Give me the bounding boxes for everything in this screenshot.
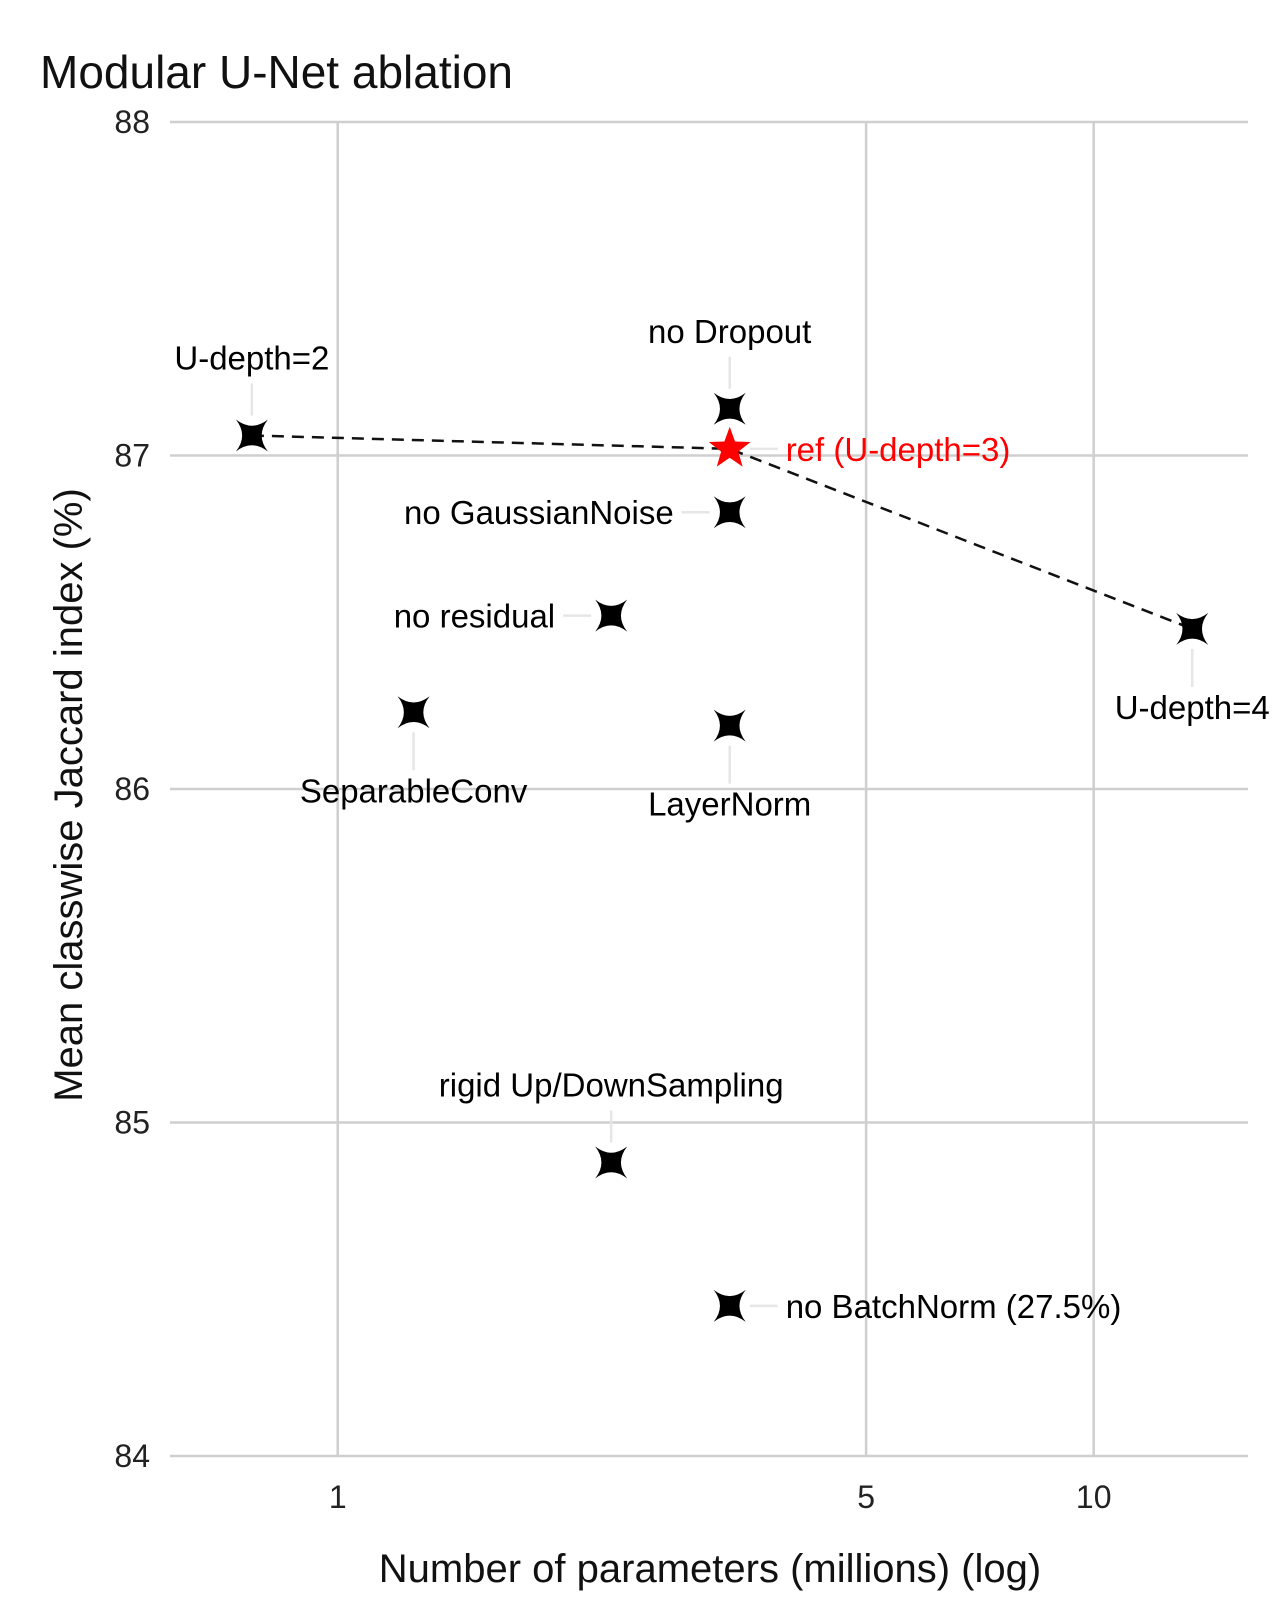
- point-label-no-dropout: no Dropout: [648, 313, 811, 350]
- y-tick-label-86: 86: [114, 771, 150, 807]
- y-axis-label: Mean classwise Jaccard index (%): [47, 488, 91, 1102]
- point-label-no-batchnorm-27-5: no BatchNorm (27.5%): [786, 1288, 1122, 1325]
- y-tick-label-88: 88: [114, 104, 150, 140]
- marker-ref-u-depth-3: [708, 426, 751, 467]
- data-markers: [235, 392, 1209, 1322]
- marker-no-batchnorm-27-5: [713, 1289, 746, 1322]
- y-tick-label-87: 87: [114, 438, 150, 474]
- y-axis-ticks: 84 85 86 87 88: [114, 104, 150, 1474]
- marker-u-depth-2: [235, 419, 268, 452]
- point-labels: U-depth=2 no Dropout ref (U-depth=3) no Gau…: [174, 313, 1269, 1325]
- point-label-ref-u-depth-3: ref (U-depth=3): [786, 431, 1011, 468]
- x-tick-label-10: 10: [1076, 1479, 1112, 1515]
- label-leaders: [250, 356, 1194, 1308]
- depth-trend-polyline: [251, 434, 1193, 631]
- point-label-u-depth-2: U-depth=2: [174, 339, 329, 376]
- grid: [170, 120, 1248, 1458]
- marker-separableconv: [397, 696, 430, 729]
- point-label-separableconv: SeparableConv: [300, 772, 528, 809]
- x-axis-ticks: 1 5 10: [329, 1479, 1112, 1515]
- marker-rigid-up-downsampling: [595, 1146, 628, 1179]
- marker-u-depth-4: [1176, 612, 1209, 645]
- point-label-u-depth-4: U-depth=4: [1115, 689, 1270, 726]
- point-label-rigid-up-downsampling: rigid Up/DownSampling: [439, 1067, 784, 1104]
- y-tick-label-84: 84: [114, 1438, 150, 1474]
- marker-layernorm: [713, 709, 746, 742]
- marker-no-residual: [595, 599, 628, 632]
- x-axis-label: Number of parameters (millions) (log): [379, 1547, 1041, 1591]
- point-label-no-residual: no residual: [394, 598, 555, 635]
- point-label-layernorm: LayerNorm: [648, 786, 811, 823]
- x-tick-label-1: 1: [329, 1479, 347, 1515]
- point-label-no-gaussiannoise: no GaussianNoise: [404, 494, 674, 531]
- marker-no-dropout: [713, 392, 746, 425]
- marker-no-gaussiannoise: [713, 496, 746, 529]
- x-tick-label-5: 5: [857, 1479, 875, 1515]
- chart-title: Modular U-Net ablation: [40, 46, 513, 98]
- y-tick-label-85: 85: [114, 1105, 150, 1141]
- depth-trend-line: [251, 434, 1193, 631]
